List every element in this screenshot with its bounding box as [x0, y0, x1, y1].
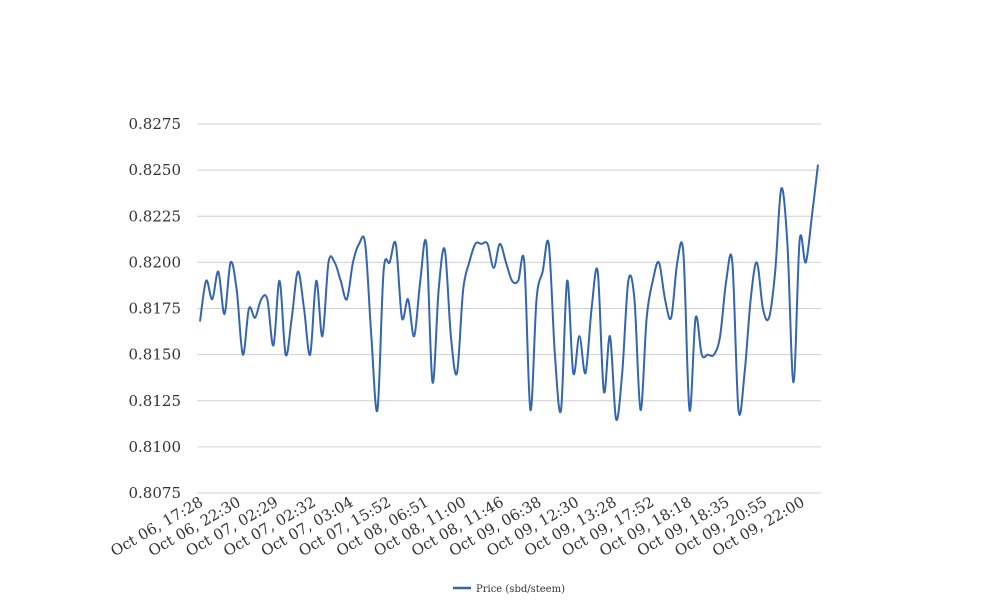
y-tick-label: 0.8075 — [129, 484, 182, 502]
y-tick-label: 0.8275 — [129, 115, 182, 133]
y-tick-label: 0.8200 — [129, 253, 182, 271]
legend-label: Price (sbd/steem) — [476, 584, 565, 595]
y-tick-label: 0.8100 — [129, 438, 182, 456]
y-tick-label: 0.8250 — [129, 161, 182, 179]
y-tick-label: 0.8175 — [129, 300, 182, 318]
series-line — [199, 164, 819, 421]
y-tick-label: 0.8125 — [129, 392, 182, 410]
series-lines — [199, 164, 819, 421]
gridlines — [197, 123, 821, 494]
y-tick-label: 0.8150 — [129, 346, 182, 364]
y-tick-label: 0.8225 — [129, 207, 182, 225]
y-axis-ticks: 0.8275 0.8250 0.8225 0.8200 0.8175 0.8150 0.81… — [129, 115, 182, 502]
legend: Price (sbd/steem) — [453, 584, 565, 595]
